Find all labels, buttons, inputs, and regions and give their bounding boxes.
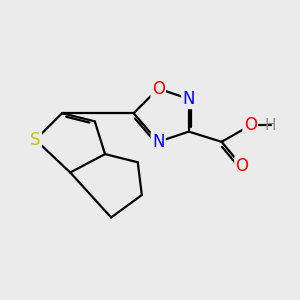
Text: O: O (152, 80, 165, 98)
Text: H: H (265, 118, 276, 133)
Text: N: N (183, 90, 195, 108)
Text: O: O (236, 158, 248, 175)
Text: O: O (244, 116, 257, 134)
Text: N: N (152, 133, 164, 151)
Text: S: S (30, 131, 41, 149)
